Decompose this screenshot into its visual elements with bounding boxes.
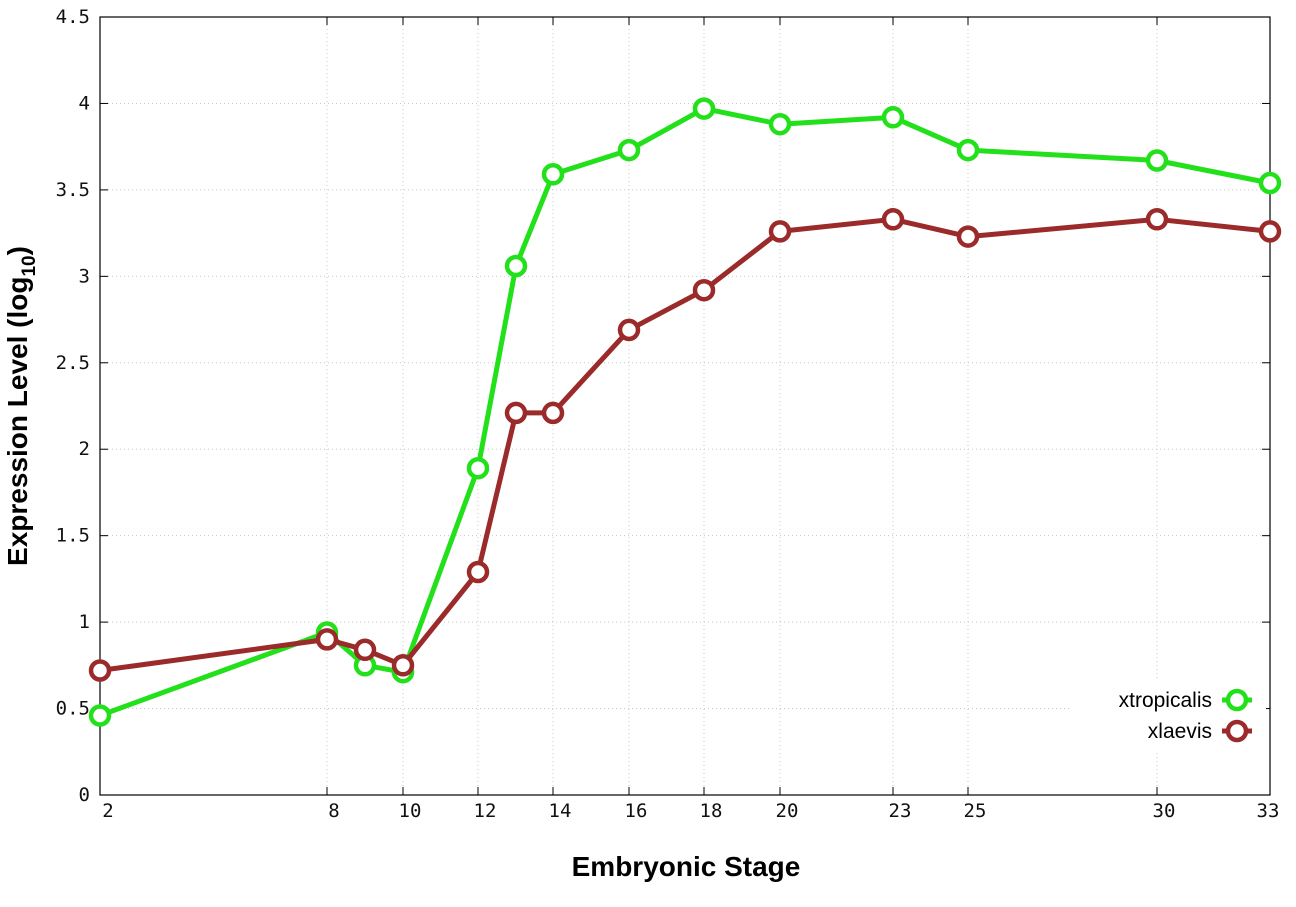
legend: xtropicalis xlaevis bbox=[1070, 680, 1266, 752]
data-point-xlaevis bbox=[692, 278, 716, 302]
y-tick-label: 0 bbox=[79, 784, 90, 806]
data-point-xtropicalis bbox=[768, 112, 792, 136]
y-tick-label: 4.5 bbox=[56, 6, 90, 28]
data-point-xtropicalis bbox=[1145, 149, 1169, 172]
y-tick-label: 3 bbox=[79, 265, 90, 287]
data-point-xtropicalis bbox=[541, 163, 565, 186]
y-tick-label: 2 bbox=[79, 438, 90, 460]
data-point-xtropicalis bbox=[88, 704, 112, 727]
data-point-xlaevis bbox=[466, 560, 490, 584]
series-lines bbox=[88, 97, 1282, 727]
axis-ticks: 0 0.5 1 1.5 2 2.5 3 3.5 4 4.5 2 8 10 12 14 16 18 20 23 25 30… bbox=[56, 6, 1280, 822]
legend-label-xlaevis: xlaevis bbox=[1148, 720, 1212, 743]
y-tick-label: 2.5 bbox=[56, 352, 90, 374]
data-point-xlaevis bbox=[881, 208, 905, 231]
data-point-xlaevis bbox=[391, 654, 415, 677]
gridlines bbox=[100, 17, 1270, 795]
data-point-xlaevis bbox=[353, 638, 377, 662]
x-tick-label: 25 bbox=[964, 800, 987, 822]
series-xtropicalis bbox=[88, 97, 1282, 727]
y-tick-label: 1.5 bbox=[56, 525, 90, 547]
data-point-xlaevis bbox=[1145, 208, 1169, 231]
data-point-xtropicalis bbox=[1258, 171, 1282, 195]
x-tick-label: 23 bbox=[889, 800, 912, 822]
data-point-xlaevis bbox=[315, 628, 339, 651]
data-point-xtropicalis bbox=[504, 254, 528, 278]
x-tick-label: 30 bbox=[1153, 800, 1176, 822]
x-axis-title: Embryonic Stage bbox=[572, 851, 801, 882]
data-point-xlaevis bbox=[768, 220, 792, 243]
series-line-xtropicalis bbox=[99, 106, 1271, 718]
x-tick-label: 12 bbox=[474, 800, 497, 822]
y-axis-title-subscript: 10 bbox=[19, 255, 40, 276]
data-point-xlaevis bbox=[88, 659, 112, 682]
legend-swatch-marker-xlaevis bbox=[1225, 719, 1249, 743]
x-tick-label: 10 bbox=[399, 800, 422, 822]
data-point-xtropicalis bbox=[881, 106, 905, 129]
y-tick-label: 0.5 bbox=[56, 698, 90, 720]
y-axis-title: Expression Level (log10) bbox=[2, 246, 40, 566]
y-axis-title-main: Expression Level (log bbox=[2, 277, 33, 566]
data-point-xlaevis bbox=[617, 318, 641, 342]
data-point-xlaevis bbox=[504, 401, 528, 425]
data-point-xlaevis bbox=[541, 401, 565, 425]
series-line-xlaevis bbox=[99, 216, 1271, 673]
plot-area-frame bbox=[99, 16, 1271, 796]
series-xlaevis bbox=[88, 208, 1282, 682]
data-point-xtropicalis bbox=[466, 456, 490, 480]
y-tick-label: 1 bbox=[79, 611, 90, 633]
data-point-xtropicalis bbox=[692, 97, 716, 120]
data-point-xtropicalis bbox=[956, 138, 980, 162]
data-point-xlaevis bbox=[956, 225, 980, 248]
y-axis-title-close: ) bbox=[2, 246, 33, 255]
y-tick-label: 4 bbox=[79, 92, 90, 114]
legend-label-xtropicalis: xtropicalis bbox=[1119, 689, 1212, 712]
x-tick-label: 20 bbox=[776, 800, 799, 822]
y-tick-label: 3.5 bbox=[56, 179, 90, 201]
data-point-xlaevis bbox=[1258, 220, 1282, 243]
x-tick-label: 8 bbox=[328, 800, 339, 822]
x-tick-label: 18 bbox=[700, 800, 723, 822]
x-tick-label: 2 bbox=[102, 800, 113, 822]
x-tick-label: 33 bbox=[1257, 800, 1280, 822]
x-tick-label: 14 bbox=[549, 800, 572, 822]
data-point-xtropicalis bbox=[617, 138, 641, 162]
x-tick-label: 16 bbox=[625, 800, 648, 822]
legend-swatch-marker-xtropicalis bbox=[1225, 688, 1249, 712]
